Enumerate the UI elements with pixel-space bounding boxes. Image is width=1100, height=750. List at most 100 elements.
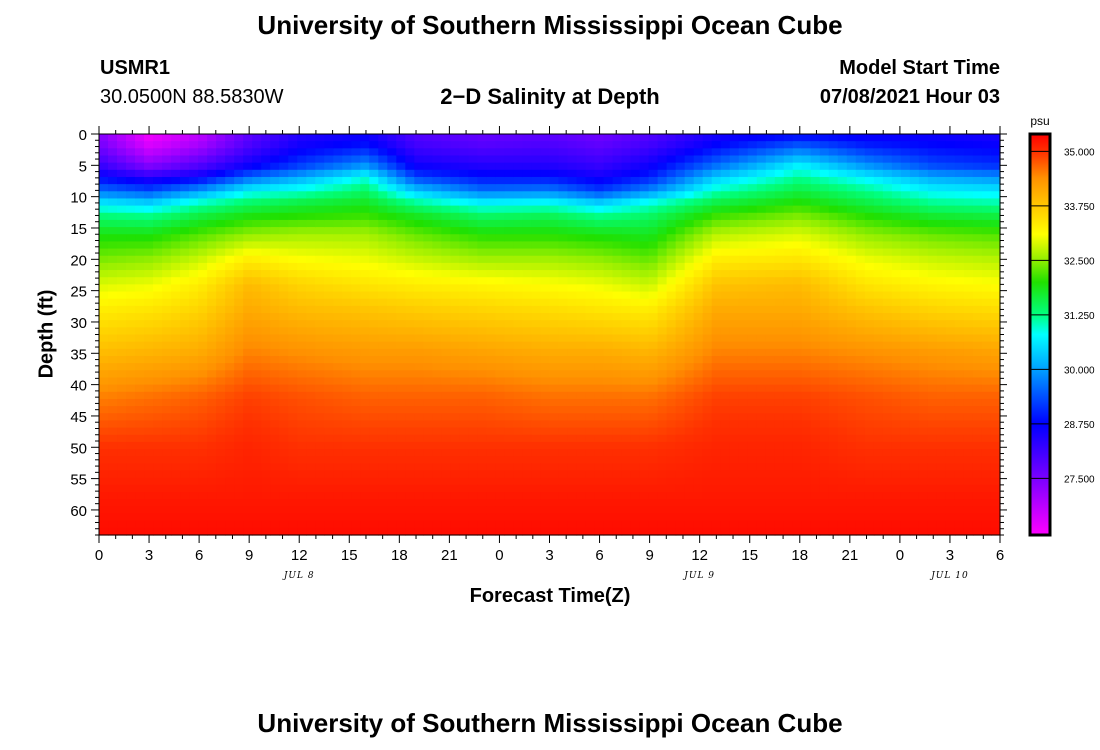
heatmap-cell	[450, 484, 460, 493]
heatmap-cell	[261, 298, 271, 307]
heatmap-cell	[297, 255, 307, 264]
heatmap-cell	[765, 298, 776, 307]
heatmap-cell	[441, 527, 451, 536]
heatmap-cell	[396, 470, 406, 479]
heatmap-cell	[135, 377, 145, 386]
heatmap-cell	[261, 205, 271, 214]
heatmap-cell	[468, 470, 479, 479]
heatmap-cell	[792, 427, 803, 436]
heatmap-cell	[675, 492, 686, 500]
heatmap-cell	[783, 499, 794, 507]
heatmap-cell	[819, 234, 830, 243]
heatmap-cell	[396, 391, 406, 400]
heatmap-cell	[495, 463, 506, 472]
heatmap-cell	[495, 184, 506, 192]
heatmap-cell	[477, 413, 488, 422]
heatmap-cell	[387, 227, 397, 235]
heatmap-cell	[513, 334, 524, 343]
heatmap-cell	[540, 191, 551, 200]
heatmap-cell	[531, 520, 542, 529]
heatmap-cell	[189, 305, 199, 314]
heatmap-cell	[252, 284, 262, 293]
heatmap-cell	[432, 520, 442, 529]
heatmap-cell	[216, 470, 226, 479]
heatmap-cell	[549, 413, 560, 422]
heatmap-cell	[756, 169, 767, 178]
heatmap-cell	[882, 341, 893, 350]
heatmap-cell	[783, 262, 794, 271]
heatmap-cell	[99, 370, 109, 379]
heatmap-cell	[819, 134, 830, 142]
heatmap-cell	[747, 406, 758, 414]
heatmap-cell	[261, 176, 271, 185]
heatmap-cell	[765, 305, 776, 314]
heatmap-cell	[441, 406, 451, 414]
heatmap-cell	[504, 176, 515, 185]
heatmap-cell	[711, 363, 722, 371]
heatmap-cell	[810, 277, 821, 285]
heatmap-cell	[684, 355, 695, 364]
heatmap-cell	[666, 484, 677, 493]
heatmap-cell	[612, 355, 623, 364]
heatmap-cell	[459, 363, 470, 371]
heatmap-cell	[414, 427, 424, 436]
heatmap-cell	[603, 284, 614, 293]
heatmap-cell	[837, 234, 848, 243]
heatmap-cell	[225, 327, 235, 336]
heatmap-cell	[144, 470, 154, 479]
heatmap-cell	[639, 298, 650, 307]
heatmap-cell	[153, 219, 163, 228]
heatmap-cell	[171, 456, 181, 464]
heatmap-cell	[207, 391, 217, 400]
heatmap-cell	[171, 441, 181, 450]
heatmap-cell	[594, 527, 605, 536]
heatmap-cell	[378, 355, 388, 364]
heatmap-cell	[99, 255, 109, 264]
heatmap-cell	[180, 449, 190, 457]
heatmap-cell	[135, 470, 145, 479]
heatmap-cell	[621, 363, 632, 371]
heatmap-cell	[369, 348, 379, 357]
heatmap-cell	[657, 227, 668, 235]
heatmap-cell	[468, 305, 479, 314]
heatmap-cell	[360, 277, 370, 285]
heatmap-cell	[234, 334, 244, 343]
heatmap-cell	[450, 341, 460, 350]
heatmap-cell	[513, 463, 524, 472]
heatmap-cell	[657, 284, 668, 293]
heatmap-cell	[99, 527, 109, 536]
heatmap-cell	[414, 191, 424, 200]
heatmap-cell	[828, 212, 839, 221]
heatmap-cell	[648, 277, 659, 285]
heatmap-cell	[702, 262, 713, 271]
heatmap-cell	[441, 484, 451, 493]
heatmap-cell	[225, 191, 235, 200]
heatmap-cell	[765, 398, 776, 407]
heatmap-cell	[612, 420, 623, 429]
heatmap-cell	[531, 513, 542, 522]
heatmap-cell	[513, 298, 524, 307]
heatmap-cell	[837, 506, 848, 515]
heatmap-cell	[414, 441, 424, 450]
heatmap-cell	[234, 463, 244, 472]
heatmap-cell	[882, 255, 893, 264]
heatmap-cell	[567, 277, 578, 285]
heatmap-cell	[324, 363, 334, 371]
heatmap-cell	[414, 313, 424, 321]
heatmap-cell	[450, 520, 460, 529]
heatmap-cell	[693, 348, 704, 357]
heatmap-cell	[531, 484, 542, 493]
heatmap-cell	[297, 227, 307, 235]
heatmap-cell	[162, 241, 172, 250]
heatmap-cell	[450, 477, 460, 486]
heatmap-cell	[747, 184, 758, 192]
heatmap-cell	[495, 134, 506, 142]
heatmap-cell	[261, 406, 271, 414]
heatmap-cell	[270, 191, 280, 200]
heatmap-cell	[639, 391, 650, 400]
heatmap-cell	[639, 327, 650, 336]
heatmap-cell	[342, 470, 352, 479]
heatmap-cell	[189, 492, 199, 500]
heatmap-cell	[432, 492, 442, 500]
heatmap-cell	[441, 313, 451, 321]
